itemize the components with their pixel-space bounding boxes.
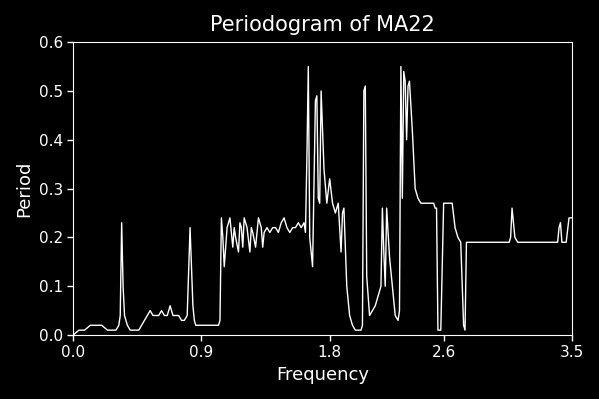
Title: Periodogram of MA22: Periodogram of MA22 xyxy=(210,15,435,35)
Y-axis label: Period: Period xyxy=(15,160,33,217)
X-axis label: Frequency: Frequency xyxy=(276,366,369,384)
